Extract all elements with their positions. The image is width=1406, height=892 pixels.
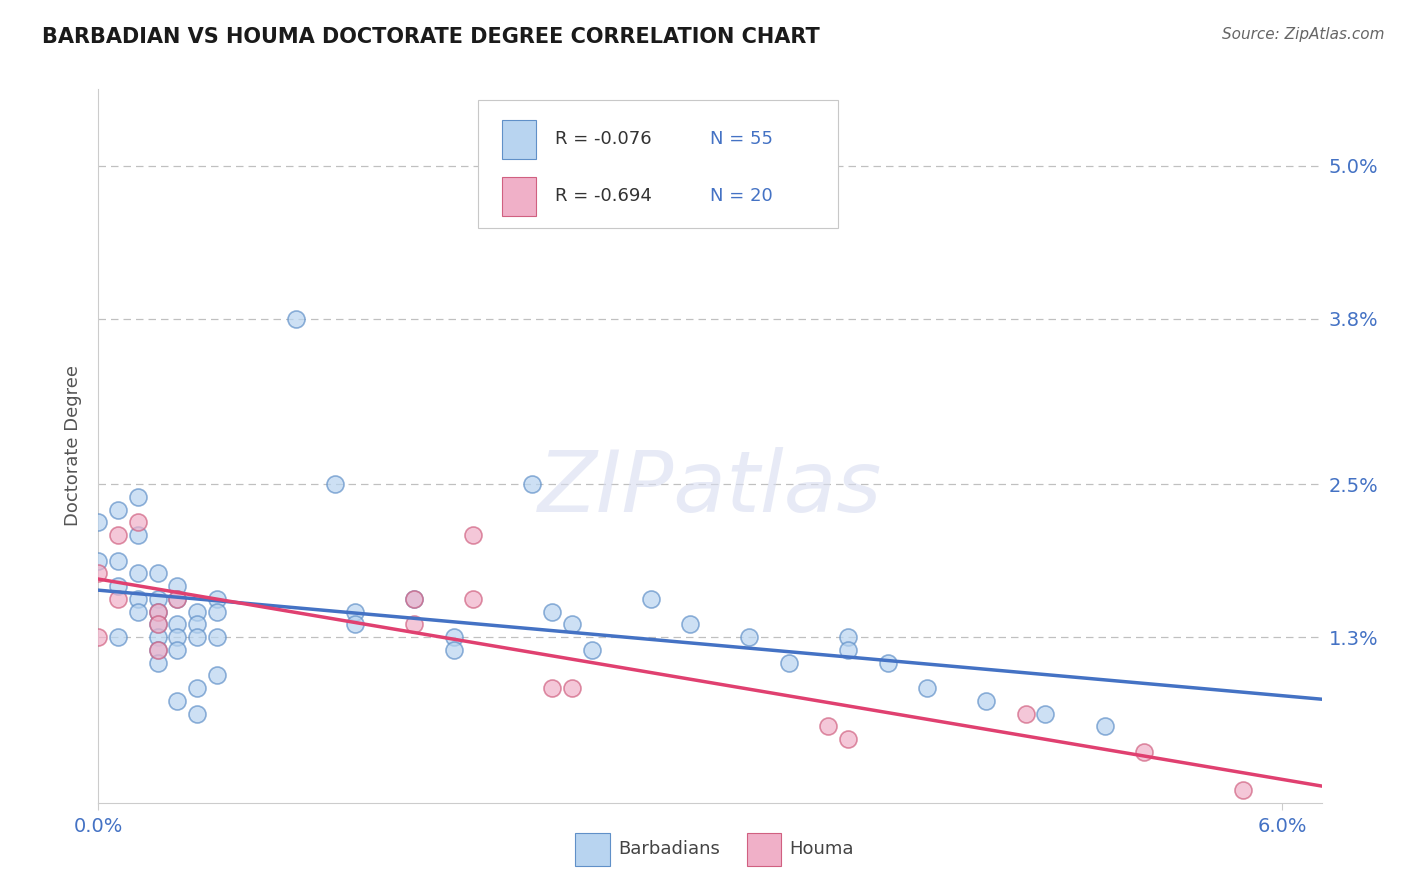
Point bbox=[146, 566, 169, 581]
Point bbox=[166, 579, 188, 593]
Point bbox=[127, 605, 149, 619]
Point bbox=[146, 617, 169, 632]
FancyBboxPatch shape bbox=[502, 120, 536, 159]
Point bbox=[837, 630, 859, 644]
Point bbox=[107, 579, 129, 593]
Point bbox=[146, 591, 169, 606]
Point bbox=[107, 591, 129, 606]
Point bbox=[87, 554, 110, 568]
Point bbox=[738, 630, 761, 644]
Point bbox=[1035, 706, 1057, 721]
FancyBboxPatch shape bbox=[747, 833, 780, 865]
Point bbox=[146, 605, 169, 619]
Point bbox=[205, 605, 228, 619]
Point bbox=[146, 643, 169, 657]
FancyBboxPatch shape bbox=[502, 177, 536, 216]
Text: Source: ZipAtlas.com: Source: ZipAtlas.com bbox=[1222, 27, 1385, 42]
Point bbox=[1133, 745, 1156, 759]
Point bbox=[186, 630, 208, 644]
Point bbox=[679, 617, 702, 632]
Point bbox=[522, 477, 544, 491]
Point bbox=[323, 477, 346, 491]
Point bbox=[166, 630, 188, 644]
Point bbox=[1232, 783, 1254, 797]
Point bbox=[463, 591, 485, 606]
Text: R = -0.076: R = -0.076 bbox=[555, 130, 651, 148]
Text: R = -0.694: R = -0.694 bbox=[555, 187, 651, 205]
Point bbox=[915, 681, 938, 695]
Point bbox=[343, 605, 366, 619]
Point bbox=[837, 732, 859, 747]
Point bbox=[166, 591, 188, 606]
Point bbox=[974, 694, 997, 708]
Text: ZIPatlas: ZIPatlas bbox=[538, 447, 882, 531]
Point bbox=[343, 617, 366, 632]
Text: N = 20: N = 20 bbox=[710, 187, 773, 205]
Point bbox=[127, 566, 149, 581]
Point bbox=[166, 591, 188, 606]
Point bbox=[404, 617, 426, 632]
Text: N = 55: N = 55 bbox=[710, 130, 773, 148]
Point bbox=[581, 643, 603, 657]
Text: Barbadians: Barbadians bbox=[619, 840, 720, 858]
Point bbox=[837, 643, 859, 657]
Point bbox=[1015, 706, 1038, 721]
Point bbox=[541, 605, 564, 619]
FancyBboxPatch shape bbox=[478, 100, 838, 228]
Point bbox=[404, 591, 426, 606]
Point bbox=[87, 566, 110, 581]
Point bbox=[127, 516, 149, 530]
Point bbox=[87, 630, 110, 644]
Point bbox=[463, 528, 485, 542]
Point bbox=[166, 643, 188, 657]
Point bbox=[107, 502, 129, 516]
Point bbox=[817, 719, 839, 733]
Point bbox=[186, 617, 208, 632]
FancyBboxPatch shape bbox=[575, 833, 610, 865]
Point bbox=[205, 630, 228, 644]
Point bbox=[186, 706, 208, 721]
Point bbox=[127, 591, 149, 606]
Point bbox=[107, 554, 129, 568]
Point bbox=[876, 656, 898, 670]
Point bbox=[561, 617, 583, 632]
Point bbox=[561, 681, 583, 695]
Point bbox=[166, 694, 188, 708]
Point bbox=[146, 605, 169, 619]
Y-axis label: Doctorate Degree: Doctorate Degree bbox=[65, 366, 83, 526]
Point bbox=[205, 668, 228, 682]
Point bbox=[146, 617, 169, 632]
Point bbox=[1094, 719, 1116, 733]
Point bbox=[146, 630, 169, 644]
Point bbox=[127, 490, 149, 504]
Point bbox=[186, 605, 208, 619]
Point bbox=[205, 591, 228, 606]
Point bbox=[107, 528, 129, 542]
Point bbox=[127, 528, 149, 542]
Point bbox=[146, 656, 169, 670]
Text: BARBADIAN VS HOUMA DOCTORATE DEGREE CORRELATION CHART: BARBADIAN VS HOUMA DOCTORATE DEGREE CORR… bbox=[42, 27, 820, 46]
Point bbox=[541, 681, 564, 695]
Point bbox=[166, 617, 188, 632]
Point bbox=[443, 630, 465, 644]
Point bbox=[778, 656, 800, 670]
Point bbox=[87, 516, 110, 530]
Point bbox=[640, 591, 662, 606]
Point bbox=[404, 591, 426, 606]
Point bbox=[443, 643, 465, 657]
Text: Houma: Houma bbox=[790, 840, 853, 858]
Point bbox=[284, 311, 307, 326]
Point bbox=[107, 630, 129, 644]
Point bbox=[186, 681, 208, 695]
Point bbox=[146, 643, 169, 657]
